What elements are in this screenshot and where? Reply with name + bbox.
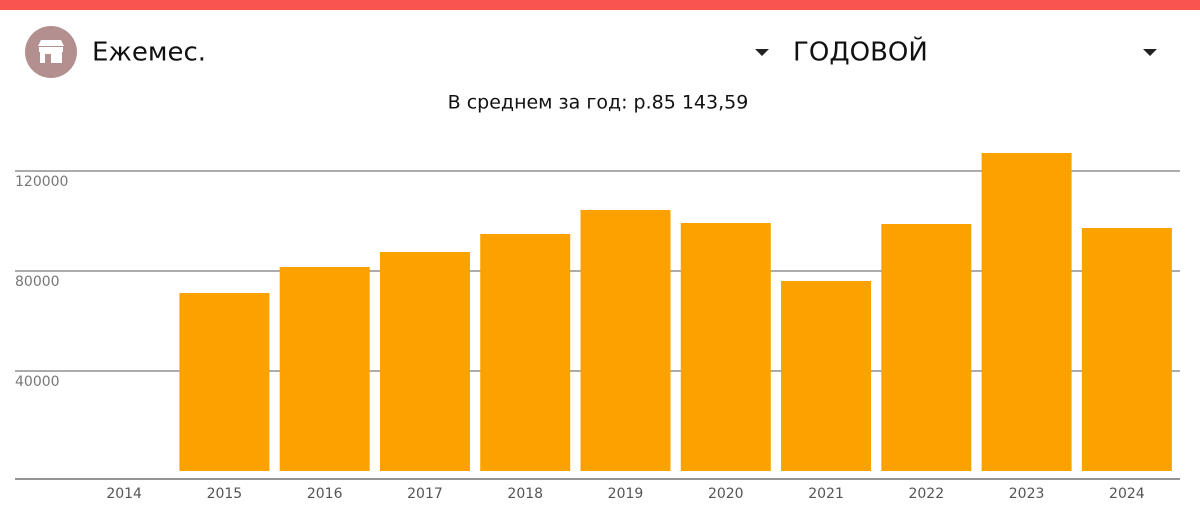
x-tick-label: 2020 bbox=[708, 486, 744, 502]
y-tick-label: 120000 bbox=[15, 174, 68, 190]
bar bbox=[680, 223, 771, 471]
x-tick-label: 2021 bbox=[808, 486, 844, 502]
bar bbox=[379, 252, 470, 471]
top-bar bbox=[0, 0, 1200, 10]
category-icon[interactable] bbox=[25, 26, 77, 78]
bar bbox=[179, 293, 270, 471]
bar bbox=[480, 234, 571, 471]
x-tick-label: 2022 bbox=[908, 486, 944, 502]
x-tick-label: 2014 bbox=[106, 486, 142, 502]
period-dropdown[interactable]: Ежемес. bbox=[92, 38, 769, 68]
chart: 40000 80000 120000 2014 2015 2016 2017 2018 2019… bbox=[15, 153, 1180, 502]
bar bbox=[279, 267, 370, 471]
y-tick-label: 80000 bbox=[15, 274, 60, 290]
x-tick-label: 2023 bbox=[1009, 486, 1045, 502]
dropdown-arrow bbox=[1143, 49, 1157, 56]
chart-title: В среднем за год: р.85 143,59 bbox=[448, 92, 749, 114]
bar bbox=[1081, 228, 1172, 471]
x-tick-label: 2016 bbox=[307, 486, 343, 502]
bar bbox=[781, 281, 872, 471]
x-tick-label: 2019 bbox=[608, 486, 644, 502]
period-label: Ежемес. bbox=[92, 38, 206, 68]
icon-door bbox=[45, 54, 51, 63]
range-dropdown[interactable]: ГОДОВОЙ bbox=[793, 36, 1157, 68]
x-tick-label: 2015 bbox=[207, 486, 243, 502]
x-tick-label: 2017 bbox=[407, 486, 443, 502]
x-tick-label: 2018 bbox=[507, 486, 543, 502]
range-label: ГОДОВОЙ bbox=[793, 36, 928, 68]
dropdown-arrow bbox=[755, 49, 769, 56]
bar bbox=[881, 224, 972, 471]
y-tick-label: 40000 bbox=[15, 374, 60, 390]
bar bbox=[580, 210, 671, 471]
icon-shop bbox=[38, 40, 64, 63]
x-tick-label: 2024 bbox=[1109, 486, 1145, 502]
bar bbox=[981, 153, 1072, 471]
